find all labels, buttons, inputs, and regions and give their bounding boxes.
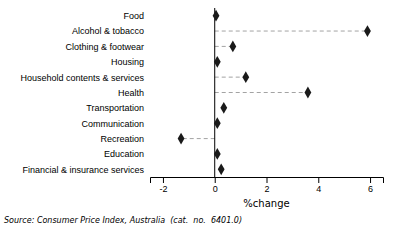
x-tick-mark bbox=[163, 177, 164, 183]
x-tick: 2 bbox=[264, 177, 269, 194]
dot bbox=[214, 56, 221, 68]
y-tick: Food bbox=[123, 11, 150, 21]
dot bbox=[220, 102, 227, 114]
y-tick-label: Health bbox=[118, 88, 144, 98]
dot bbox=[305, 87, 312, 99]
x-tick-mark bbox=[318, 177, 319, 183]
x-tick-label: 2 bbox=[264, 184, 269, 194]
y-tick: Housing bbox=[111, 57, 150, 67]
y-tick-label: Alcohol & tobacco bbox=[72, 26, 144, 36]
chart: -2 0 2 4 6 Food Alcohol & tobacco Clothing & fo… bbox=[0, 0, 397, 227]
dot bbox=[229, 41, 236, 53]
y-tick: Transportation bbox=[86, 103, 150, 113]
y-tick: Clothing & footwear bbox=[65, 42, 150, 52]
x-axis-line bbox=[151, 178, 384, 184]
y-tick-label: Recreation bbox=[100, 134, 144, 144]
y-tick-label: Education bbox=[104, 149, 144, 159]
x-tick-mark bbox=[267, 177, 268, 183]
y-tick: Alcohol & tobacco bbox=[72, 26, 150, 36]
y-tick: Financial & insurance services bbox=[22, 165, 150, 175]
y-axis: Food Alcohol & tobacco Clothing & footwear… bbox=[20, 11, 150, 175]
y-tick-label: Housing bbox=[111, 57, 144, 67]
dot bbox=[364, 25, 371, 37]
plot: -2 0 2 4 6 Food Alcohol & tobacco Clothing & fo… bbox=[20, 8, 383, 194]
dot bbox=[214, 117, 221, 129]
y-tick-label: Transportation bbox=[86, 103, 144, 113]
zero-line bbox=[214, 8, 215, 177]
y-tick: Health bbox=[118, 88, 150, 98]
y-tick: Recreation bbox=[100, 134, 150, 144]
x-tick-mark bbox=[370, 177, 371, 183]
x-tick-label: 6 bbox=[368, 184, 373, 194]
x-axis: -2 0 2 4 6 bbox=[151, 177, 384, 194]
leader-line bbox=[181, 138, 215, 139]
dot bbox=[218, 163, 225, 175]
x-tick: 0 bbox=[213, 177, 218, 194]
leader-line bbox=[215, 92, 308, 93]
dot bbox=[242, 71, 249, 83]
x-tick-mark bbox=[215, 177, 216, 183]
source-note: Source: Consumer Price Index, Australia … bbox=[4, 216, 242, 225]
x-tick: -2 bbox=[159, 177, 167, 194]
x-tick: 4 bbox=[316, 177, 321, 194]
y-tick-label: Food bbox=[123, 11, 144, 21]
x-tick-label: 0 bbox=[213, 184, 218, 194]
y-tick-label: Household contents & services bbox=[20, 73, 144, 83]
y-tick: Education bbox=[104, 149, 150, 159]
dot bbox=[213, 10, 220, 22]
dot bbox=[214, 148, 221, 160]
y-tick: Household contents & services bbox=[20, 73, 150, 83]
y-tick: Communication bbox=[81, 119, 150, 129]
x-tick-label: 4 bbox=[316, 184, 321, 194]
y-tick-label: Clothing & footwear bbox=[65, 42, 144, 52]
x-label: %change bbox=[243, 198, 289, 209]
dot bbox=[178, 133, 185, 145]
leader-line bbox=[215, 31, 368, 32]
leader-line bbox=[215, 77, 246, 78]
x-tick-label: -2 bbox=[159, 184, 167, 194]
marks bbox=[178, 8, 371, 177]
x-tick: 6 bbox=[368, 177, 373, 194]
y-tick-label: Financial & insurance services bbox=[22, 165, 144, 175]
y-tick-label: Communication bbox=[81, 119, 144, 129]
